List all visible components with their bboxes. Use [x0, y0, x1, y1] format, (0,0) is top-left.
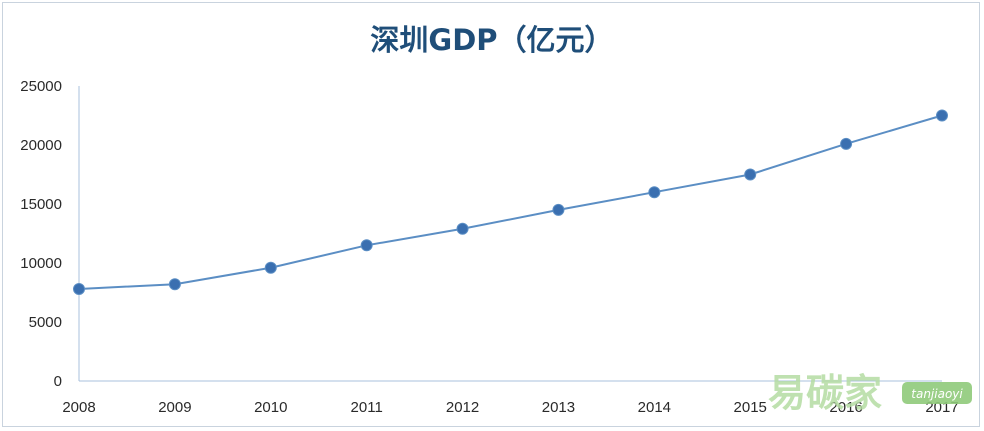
- y-tick-labels: 0 5000 10000 15000 20000 25000: [20, 78, 62, 390]
- data-point: [648, 186, 661, 199]
- y-tick-label: 0: [54, 373, 62, 390]
- watermark-badge: [902, 382, 972, 404]
- y-tick-label: 15000: [20, 196, 62, 213]
- x-tick-label: 2009: [158, 399, 191, 416]
- x-tick-label: 2016: [829, 399, 862, 416]
- x-tick-label: 2008: [62, 399, 95, 416]
- data-point: [936, 109, 948, 122]
- data-point: [552, 203, 565, 216]
- x-tick-label: 2013: [542, 399, 575, 416]
- data-point: [168, 278, 181, 291]
- chart-title: 深圳GDP（亿元）: [370, 23, 613, 57]
- series-line: [78, 114, 943, 290]
- data-point: [456, 222, 469, 235]
- y-tick-label: 20000: [20, 137, 62, 154]
- x-tick-label: 2010: [254, 399, 287, 416]
- y-tick-label: 25000: [20, 78, 62, 95]
- x-tick-label: 2014: [638, 399, 671, 416]
- data-point: [840, 137, 853, 150]
- data-point: [264, 261, 277, 274]
- series-markers: [73, 109, 948, 295]
- y-tick-label: 10000: [20, 255, 62, 272]
- y-tick-label: 5000: [29, 314, 62, 331]
- x-tick-label: 2011: [351, 399, 383, 416]
- data-point: [360, 239, 373, 252]
- x-tick-label: 2012: [446, 399, 479, 416]
- watermark-chinese: 易碳家: [768, 371, 882, 415]
- x-tick-label: 2015: [734, 399, 767, 416]
- watermark-logo: 易碳家 tanjiaoyi: [768, 371, 972, 415]
- data-point: [73, 282, 85, 295]
- watermark-latin: tanjiaoyi: [911, 387, 963, 401]
- data-point: [744, 168, 757, 181]
